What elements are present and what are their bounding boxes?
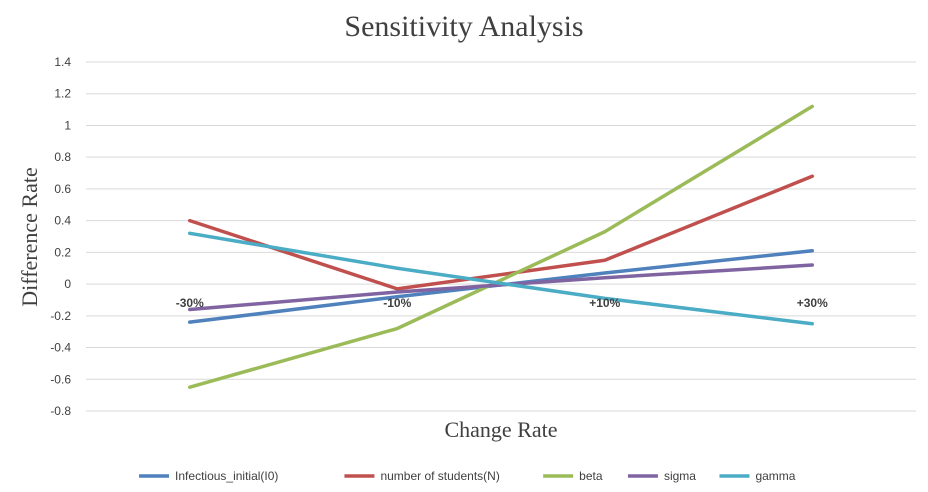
y-tick-label: -0.8 xyxy=(50,404,71,418)
legend-item-sigma: sigma xyxy=(627,469,696,483)
y-tick-label: -0.2 xyxy=(50,309,71,323)
y-tick-label: -0.4 xyxy=(50,341,71,355)
y-axis-title: Difference Rate xyxy=(17,167,42,306)
legend-label: gamma xyxy=(755,469,795,483)
y-tick-label: 0.6 xyxy=(54,182,71,196)
legend-label: Infectious_initial(I0) xyxy=(175,469,278,483)
y-tick-label: 1 xyxy=(64,118,71,132)
legend-item-gamma: gamma xyxy=(719,469,796,483)
x-tick-label: -30% xyxy=(176,296,204,310)
x-tick-label: -10% xyxy=(383,296,411,310)
y-tick-label: 0.8 xyxy=(54,150,71,164)
series-line-sigma xyxy=(188,263,814,312)
y-tick-label: 1.2 xyxy=(54,87,71,101)
x-axis-ticks: -30% -10% +10% +30% xyxy=(176,296,828,310)
series-lines xyxy=(188,104,814,389)
series-line-beta xyxy=(188,104,814,389)
x-axis-title: Change Rate xyxy=(444,417,557,442)
series-line-gamma xyxy=(188,231,814,326)
y-axis-ticks: -0.8 -0.6 -0.4 -0.2 0 0.2 0.4 0.6 0.8 1 1.2 1.4 xyxy=(50,55,71,418)
x-tick-label: +10% xyxy=(589,296,620,310)
y-tick-label: 0.4 xyxy=(54,214,71,228)
y-tick-label: -0.6 xyxy=(50,372,71,386)
x-tick-label: +30% xyxy=(797,296,828,310)
series-line-number-of-students-n xyxy=(188,174,814,291)
legend: Infectious_initial(I0) number of students… xyxy=(139,469,796,483)
legend-item-infectious-initial-i0: Infectious_initial(I0) xyxy=(139,469,278,483)
y-tick-label: 0.2 xyxy=(54,245,71,259)
y-tick-label: 1.4 xyxy=(54,55,71,69)
legend-label: number of students(N) xyxy=(380,469,499,483)
legend-label: beta xyxy=(579,469,603,483)
y-tick-label: 0 xyxy=(64,277,71,291)
legend-label: sigma xyxy=(664,469,696,483)
chart-title: Sensitivity Analysis xyxy=(344,10,583,43)
legend-item-number-of-students-n: number of students(N) xyxy=(344,469,500,483)
legend-item-beta: beta xyxy=(543,469,603,483)
